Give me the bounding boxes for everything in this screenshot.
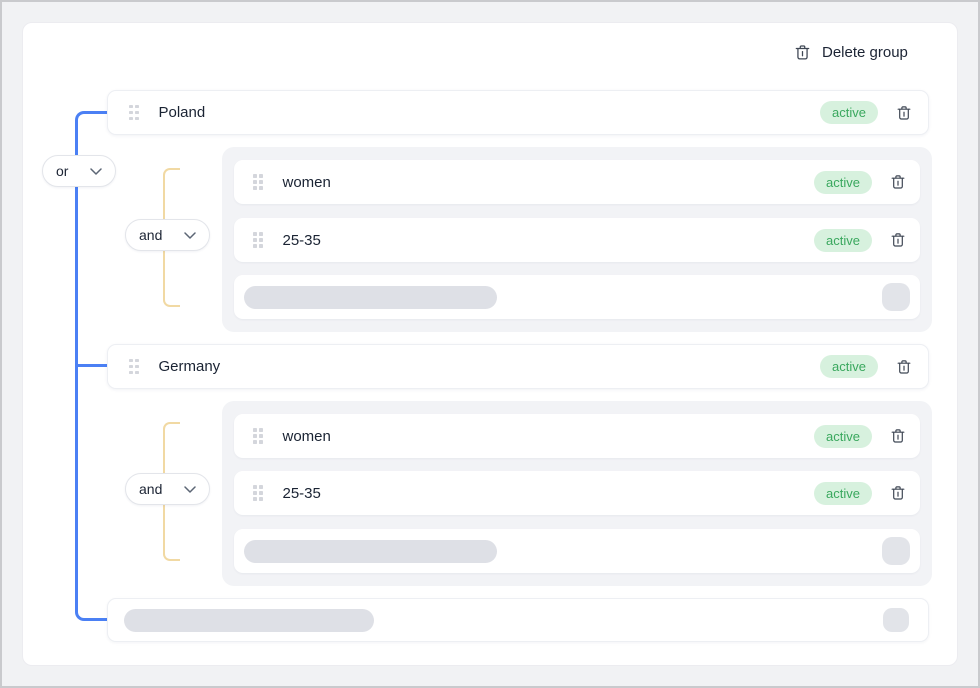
drag-handle-icon[interactable]: [253, 232, 263, 248]
or-connector-branch: [78, 364, 107, 367]
drag-handle-icon[interactable]: [253, 428, 263, 444]
trash-icon: [896, 359, 912, 375]
delete-item-button[interactable]: [896, 359, 912, 375]
chevron-down-icon: [90, 167, 102, 175]
group-card-germany: Germany active: [107, 344, 929, 389]
trash-icon: [890, 232, 906, 248]
delete-item-button[interactable]: [890, 174, 906, 190]
group-label: Poland: [158, 104, 206, 121]
condition-row-age: 25-35 active: [234, 471, 920, 515]
status-badge[interactable]: active: [814, 481, 872, 505]
skeleton-bar: [124, 608, 374, 632]
group-operator-value: and: [139, 227, 163, 243]
delete-item-button[interactable]: [890, 232, 906, 248]
chevron-down-icon: [184, 485, 196, 493]
delete-item-button[interactable]: [896, 105, 912, 121]
trash-icon: [896, 105, 912, 121]
condition-label: women: [282, 427, 331, 445]
chevron-down-icon: [184, 231, 196, 239]
condition-label: 25-35: [282, 231, 321, 249]
group-card-poland: Poland active: [107, 90, 929, 135]
trash-icon: [890, 428, 906, 444]
root-operator-dropdown[interactable]: or: [42, 155, 116, 187]
drag-handle-icon[interactable]: [253, 174, 263, 190]
delete-item-button[interactable]: [890, 428, 906, 444]
trash-icon: [794, 44, 811, 61]
group-operator-value: and: [139, 481, 163, 497]
condition-row-women: women active: [234, 160, 920, 204]
group-operator-dropdown[interactable]: and: [125, 219, 210, 251]
skeleton-bar: [244, 539, 497, 563]
status-badge[interactable]: active: [814, 424, 872, 448]
skeleton-chip: [882, 283, 910, 311]
delete-group-label: Delete group: [822, 44, 908, 61]
trash-icon: [890, 485, 906, 501]
status-badge[interactable]: active: [820, 101, 878, 124]
or-connector-line: [75, 111, 107, 621]
condition-label: 25-35: [282, 484, 321, 502]
group-operator-dropdown[interactable]: and: [125, 473, 210, 505]
trash-icon: [890, 174, 906, 190]
root-operator-value: or: [56, 163, 69, 179]
skeleton-row: [234, 275, 920, 319]
skeleton-chip: [882, 537, 910, 565]
delete-group-button[interactable]: Delete group: [792, 42, 910, 63]
group-label: Germany: [158, 358, 221, 375]
drag-handle-icon[interactable]: [253, 485, 263, 501]
drag-handle-icon[interactable]: [129, 358, 139, 375]
drag-handle-icon[interactable]: [129, 104, 139, 121]
condition-row-women: women active: [234, 414, 920, 458]
condition-row-age: 25-35 active: [234, 218, 920, 262]
skeleton-row: [234, 529, 920, 573]
status-badge[interactable]: active: [820, 355, 878, 378]
condition-label: women: [282, 173, 331, 191]
skeleton-row: [107, 598, 929, 642]
skeleton-chip: [883, 608, 909, 632]
skeleton-bar: [244, 285, 497, 309]
delete-item-button[interactable]: [890, 485, 906, 501]
status-badge[interactable]: active: [814, 170, 872, 194]
status-badge[interactable]: active: [814, 228, 872, 252]
